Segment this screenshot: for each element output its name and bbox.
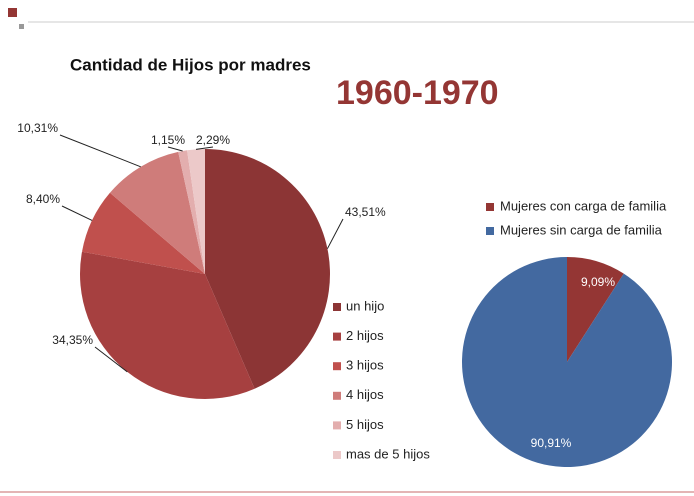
data-label: 2,29% — [196, 133, 230, 147]
pie-slice — [178, 150, 205, 274]
leader-line — [59, 134, 141, 168]
legend-swatch — [333, 391, 341, 400]
pie-slice — [109, 151, 205, 274]
deco-square — [19, 24, 24, 29]
leader-line — [326, 218, 344, 249]
legend-label: mas de 5 hijos — [346, 446, 430, 461]
chart-title: Cantidad de Hijos por madres — [70, 55, 311, 74]
deco-square — [8, 8, 17, 17]
legend-swatch — [333, 303, 341, 311]
legend-label: 5 hijos — [346, 417, 384, 432]
data-label: 1,15% — [151, 133, 185, 147]
slide-title: 1960-1970 — [336, 74, 499, 112]
data-label: 9,09% — [581, 275, 615, 289]
data-label: 34,35% — [52, 333, 93, 347]
legend-label: 4 hijos — [346, 387, 384, 402]
pie-slice — [82, 192, 205, 274]
pie-slice — [462, 257, 673, 468]
legend-label: 2 hijos — [346, 328, 384, 343]
legend-swatch — [333, 421, 341, 430]
legend-label: 3 hijos — [346, 358, 384, 373]
leader-line — [195, 146, 214, 150]
legend-swatch — [333, 451, 341, 459]
leader-line — [94, 346, 128, 373]
leader-line — [167, 146, 183, 152]
legend-swatch — [333, 332, 341, 341]
data-label: 10,31% — [17, 121, 58, 135]
legend-label: Mujeres sin carga de familia — [500, 222, 663, 237]
legend-label: un hijo — [346, 298, 384, 313]
legend-label: Mujeres con carga de familia — [500, 198, 667, 213]
pie-slice — [187, 149, 205, 274]
pie-slice — [79, 251, 255, 400]
legend-swatch — [486, 227, 494, 235]
legend-swatch — [486, 203, 494, 211]
pie-slice — [567, 257, 624, 362]
legend-swatch — [333, 362, 341, 371]
data-label: 8,40% — [26, 192, 60, 206]
data-label: 43,51% — [345, 205, 386, 219]
data-label: 90,91% — [531, 436, 572, 450]
leader-line — [61, 205, 93, 221]
pie-slice — [205, 149, 331, 389]
